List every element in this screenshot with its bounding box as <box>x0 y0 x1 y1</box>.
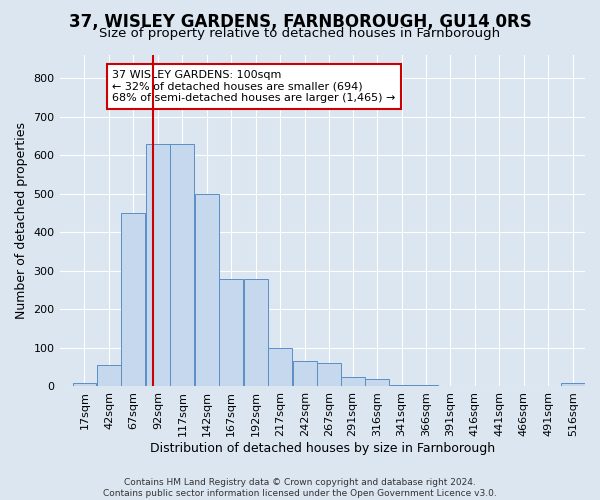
Bar <box>268 348 292 387</box>
Y-axis label: Number of detached properties: Number of detached properties <box>15 122 28 319</box>
Bar <box>146 144 170 386</box>
Bar <box>317 364 341 386</box>
Bar <box>389 384 413 386</box>
Bar <box>195 194 219 386</box>
Bar <box>414 384 438 386</box>
Bar <box>219 278 243 386</box>
Text: 37 WISLEY GARDENS: 100sqm
← 32% of detached houses are smaller (694)
68% of semi: 37 WISLEY GARDENS: 100sqm ← 32% of detac… <box>112 70 395 103</box>
Bar <box>293 362 317 386</box>
Bar <box>341 377 365 386</box>
Bar <box>121 213 145 386</box>
Bar <box>365 379 389 386</box>
Bar <box>561 382 585 386</box>
Bar <box>170 144 194 386</box>
Bar <box>97 366 121 386</box>
Text: Contains HM Land Registry data © Crown copyright and database right 2024.
Contai: Contains HM Land Registry data © Crown c… <box>103 478 497 498</box>
Text: Size of property relative to detached houses in Farnborough: Size of property relative to detached ho… <box>100 28 500 40</box>
Bar <box>73 384 97 386</box>
Text: 37, WISLEY GARDENS, FARNBOROUGH, GU14 0RS: 37, WISLEY GARDENS, FARNBOROUGH, GU14 0R… <box>68 12 532 30</box>
Bar <box>244 278 268 386</box>
X-axis label: Distribution of detached houses by size in Farnborough: Distribution of detached houses by size … <box>150 442 495 455</box>
